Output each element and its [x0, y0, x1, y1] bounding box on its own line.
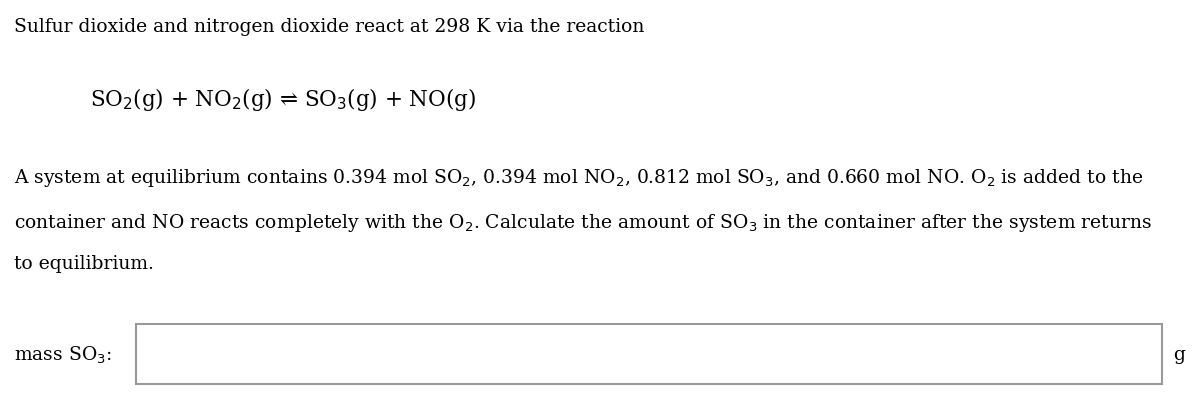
- Text: container and NO reacts completely with the O$_2$. Calculate the amount of SO$_3: container and NO reacts completely with …: [14, 212, 1152, 234]
- Text: mass SO$_3$:: mass SO$_3$:: [14, 344, 113, 366]
- Text: Sulfur dioxide and nitrogen dioxide react at 298 K via the reaction: Sulfur dioxide and nitrogen dioxide reac…: [14, 18, 644, 36]
- Text: A system at equilibrium contains 0.394 mol SO$_2$, 0.394 mol NO$_2$, 0.812 mol S: A system at equilibrium contains 0.394 m…: [14, 167, 1144, 189]
- Text: SO$_2$(g) + NO$_2$(g) ⇌ SO$_3$(g) + NO(g): SO$_2$(g) + NO$_2$(g) ⇌ SO$_3$(g) + NO(g…: [90, 86, 476, 113]
- Text: g: g: [1174, 346, 1186, 364]
- FancyBboxPatch shape: [136, 324, 1162, 384]
- Text: to equilibrium.: to equilibrium.: [14, 255, 155, 273]
